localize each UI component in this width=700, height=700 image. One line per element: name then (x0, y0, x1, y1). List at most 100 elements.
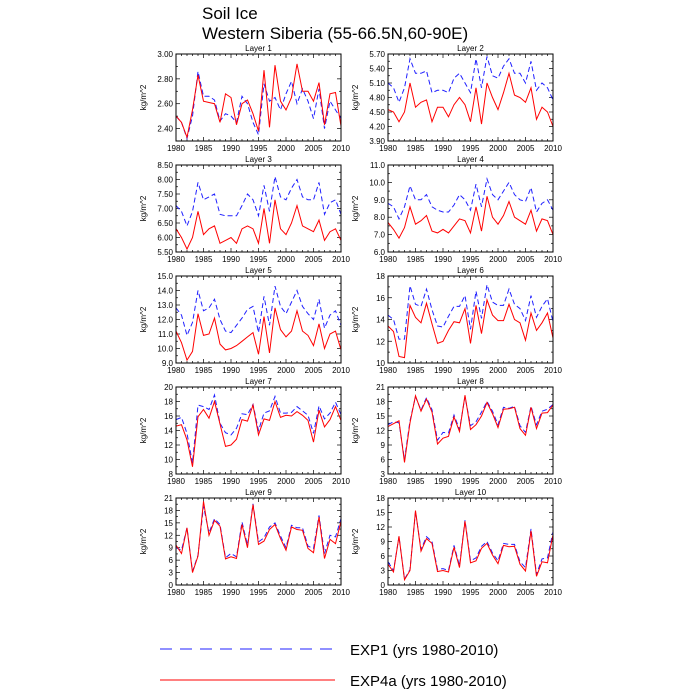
y-tick-label: 3.00 (157, 50, 173, 59)
y-tick-label: 9.0 (162, 359, 174, 368)
x-tick-label: 2005 (517, 255, 535, 264)
y-tick-label: 14 (164, 427, 173, 436)
series-exp1 (387, 284, 554, 340)
y-tick-label: 20 (164, 383, 173, 392)
y-tick-label: 4.50 (369, 108, 385, 117)
legend-label-exp1: EXP1 (yrs 1980-2010) (350, 642, 498, 659)
plot-frame (387, 164, 554, 253)
y-tick-label: 7.50 (157, 190, 173, 199)
x-tick-label: 2005 (517, 144, 535, 153)
y-axis-label: kg/m^2 (139, 306, 148, 332)
x-tick-label: 2005 (305, 366, 323, 375)
x-tick-label: 1980 (379, 366, 397, 375)
panel-title: Layer 1 (245, 44, 272, 53)
x-tick-label: 1985 (195, 366, 213, 375)
x-tick-label: 2000 (277, 588, 295, 597)
y-axis-label: kg/m^2 (139, 195, 148, 221)
x-tick-label: 1985 (407, 255, 425, 264)
plot-frame (175, 164, 342, 253)
y-tick-label: 7.0 (374, 231, 386, 240)
x-tick-label: 2005 (305, 588, 323, 597)
x-tick-label: 2000 (489, 588, 507, 597)
y-tick-label: 12 (376, 427, 385, 436)
x-tick-label: 1980 (167, 366, 185, 375)
x-tick-label: 1995 (250, 477, 268, 486)
x-tick-label: 2000 (489, 366, 507, 375)
series-exp4a (387, 196, 554, 240)
panel-title: Layer 7 (245, 377, 272, 386)
panel-layer-4: Layer 4 kg/m^2 1980 1985 1990 1995 2000 2005 201… (351, 155, 562, 264)
y-tick-label: 2.60 (157, 100, 173, 109)
y-tick-label: 12 (164, 441, 173, 450)
x-tick-label: 1990 (434, 144, 452, 153)
y-tick-label: 6 (381, 552, 386, 561)
x-tick-label: 1995 (462, 366, 480, 375)
panel-title: Layer 6 (457, 266, 484, 275)
x-tick-label: 2005 (517, 477, 535, 486)
y-tick-label: 2.40 (157, 125, 173, 134)
x-tick-label: 1990 (222, 588, 240, 597)
series-exp4a (387, 393, 554, 463)
y-tick-label: 6 (381, 456, 386, 465)
panel-title: Layer 9 (245, 488, 272, 497)
y-tick-label: 14.0 (157, 287, 173, 296)
y-tick-label: 21 (164, 494, 173, 503)
x-tick-label: 2000 (277, 255, 295, 264)
y-tick-label: 5.40 (369, 65, 385, 74)
x-tick-label: 2010 (332, 477, 350, 486)
panel-layer-2: Layer 2 kg/m^2 1980 1985 1990 1995 2000 2005 201… (351, 44, 562, 153)
plot-frame (387, 386, 554, 475)
x-tick-label: 1985 (407, 588, 425, 597)
x-tick-label: 2010 (332, 144, 350, 153)
panel-title: Layer 2 (457, 44, 484, 53)
y-axis-label: kg/m^2 (139, 84, 148, 110)
y-axis-label: kg/m^2 (351, 306, 360, 332)
y-tick-label: 21 (376, 383, 385, 392)
y-tick-label: 12 (164, 531, 173, 540)
series-exp4a (175, 399, 342, 467)
plot-frame (387, 53, 554, 142)
x-tick-label: 1995 (250, 144, 268, 153)
x-tick-label: 2010 (332, 366, 350, 375)
x-tick-label: 1995 (250, 255, 268, 264)
y-tick-label: 12 (376, 337, 385, 346)
y-axis-label: kg/m^2 (139, 417, 148, 443)
x-tick-label: 1985 (195, 477, 213, 486)
y-tick-label: 8 (169, 470, 174, 479)
x-tick-label: 2010 (332, 255, 350, 264)
y-tick-label: 11.0 (370, 161, 386, 170)
series-exp4a (387, 71, 554, 127)
y-tick-label: 4.20 (369, 123, 385, 132)
plot-frame (387, 497, 554, 586)
y-tick-label: 8.00 (157, 176, 173, 185)
y-tick-label: 3 (381, 567, 386, 576)
panel-layer-1: Layer 1 kg/m^2 1980 1985 1990 1995 2000 2005 201… (139, 44, 350, 153)
y-tick-label: 15 (164, 519, 173, 528)
y-tick-label: 11.0 (158, 330, 174, 339)
series-exp1 (387, 177, 554, 221)
x-tick-label: 1980 (379, 477, 397, 486)
x-tick-label: 1980 (167, 144, 185, 153)
panel-layer-9: Layer 9 kg/m^2 1980 1985 1990 1995 2000 2005 201… (139, 488, 350, 597)
y-tick-label: 10 (376, 359, 385, 368)
y-tick-label: 9.0 (374, 196, 386, 205)
y-tick-label: 12 (376, 523, 385, 532)
x-tick-label: 1985 (195, 588, 213, 597)
y-tick-label: 6.00 (157, 234, 173, 243)
x-tick-label: 1980 (379, 588, 397, 597)
figure-subtitle: Western Siberia (55-66.5N,60-90E) (202, 24, 468, 43)
x-tick-label: 1995 (250, 588, 268, 597)
y-tick-label: 16 (376, 294, 385, 303)
y-tick-label: 7.00 (157, 205, 173, 214)
x-tick-label: 1990 (222, 144, 240, 153)
y-tick-label: 5.50 (157, 248, 173, 257)
legend-label-exp4a: EXP4a (yrs 1980-2010) (350, 673, 507, 690)
y-tick-label: 15 (376, 509, 385, 518)
series-exp4a (175, 63, 342, 140)
legend: EXP1 (yrs 1980-2010) EXP4a (yrs 1980-201… (160, 642, 507, 690)
y-tick-label: 15.0 (157, 272, 173, 281)
x-tick-label: 1985 (407, 366, 425, 375)
x-tick-label: 2000 (489, 144, 507, 153)
x-tick-label: 1980 (167, 255, 185, 264)
